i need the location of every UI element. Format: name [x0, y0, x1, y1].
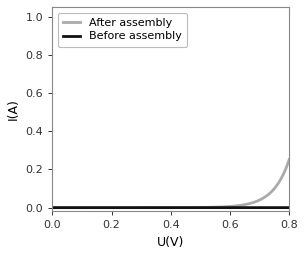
Before assembly	[166, 206, 169, 209]
Before assembly	[287, 206, 291, 209]
Before assembly	[281, 206, 284, 209]
After assembly	[281, 175, 284, 178]
Before assembly	[63, 206, 66, 209]
X-axis label: U(V): U(V)	[157, 236, 185, 249]
Before assembly	[237, 206, 241, 209]
Before assembly	[280, 206, 284, 209]
After assembly	[280, 175, 284, 178]
Before assembly	[159, 206, 163, 209]
Before assembly	[50, 206, 54, 209]
After assembly	[159, 206, 163, 209]
After assembly	[166, 206, 169, 209]
After assembly	[237, 204, 241, 207]
Legend: After assembly, Before assembly: After assembly, Before assembly	[58, 13, 187, 47]
Line: After assembly: After assembly	[52, 159, 289, 208]
Y-axis label: I(A): I(A)	[7, 98, 20, 120]
After assembly	[50, 206, 54, 209]
After assembly	[287, 158, 291, 161]
After assembly	[63, 206, 66, 209]
